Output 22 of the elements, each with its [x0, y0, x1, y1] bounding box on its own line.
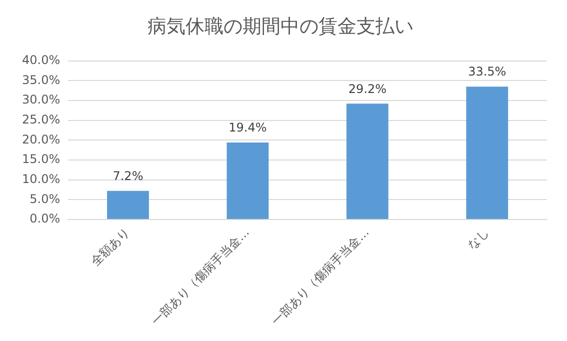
y-tick-label: 35.0% [22, 72, 60, 87]
y-tick-label: 10.0% [22, 172, 60, 186]
y-tick-label: 5.0% [30, 192, 60, 206]
x-tick-label: なし [464, 225, 492, 252]
data-label: 29.2% [348, 82, 386, 96]
y-tick-label: 0.0% [30, 212, 60, 226]
chart-title: 病気休職の期間中の賃金支払い [148, 15, 414, 38]
x-tick-label: 全額あり [88, 225, 132, 269]
y-tick-label: 40.0% [22, 52, 60, 67]
x-tick-label: 一部あり（傷病手当金… [268, 225, 372, 328]
y-tick-label: 30.0% [22, 92, 60, 107]
bar [466, 86, 508, 219]
y-tick-label: 20.0% [22, 132, 60, 146]
data-label: 19.4% [228, 120, 267, 135]
bar [107, 190, 149, 219]
bar [226, 142, 269, 219]
bar [346, 104, 388, 219]
y-tick-label: 25.0% [22, 112, 60, 126]
x-tick-label: 一部あり（傷病手当金… [148, 225, 252, 328]
data-label: 7.2% [112, 169, 144, 184]
data-label: 33.5% [468, 64, 506, 79]
y-tick-label: 15.0% [22, 152, 60, 166]
